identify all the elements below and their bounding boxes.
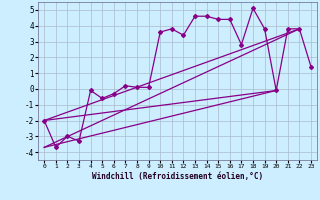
X-axis label: Windchill (Refroidissement éolien,°C): Windchill (Refroidissement éolien,°C) — [92, 172, 263, 181]
